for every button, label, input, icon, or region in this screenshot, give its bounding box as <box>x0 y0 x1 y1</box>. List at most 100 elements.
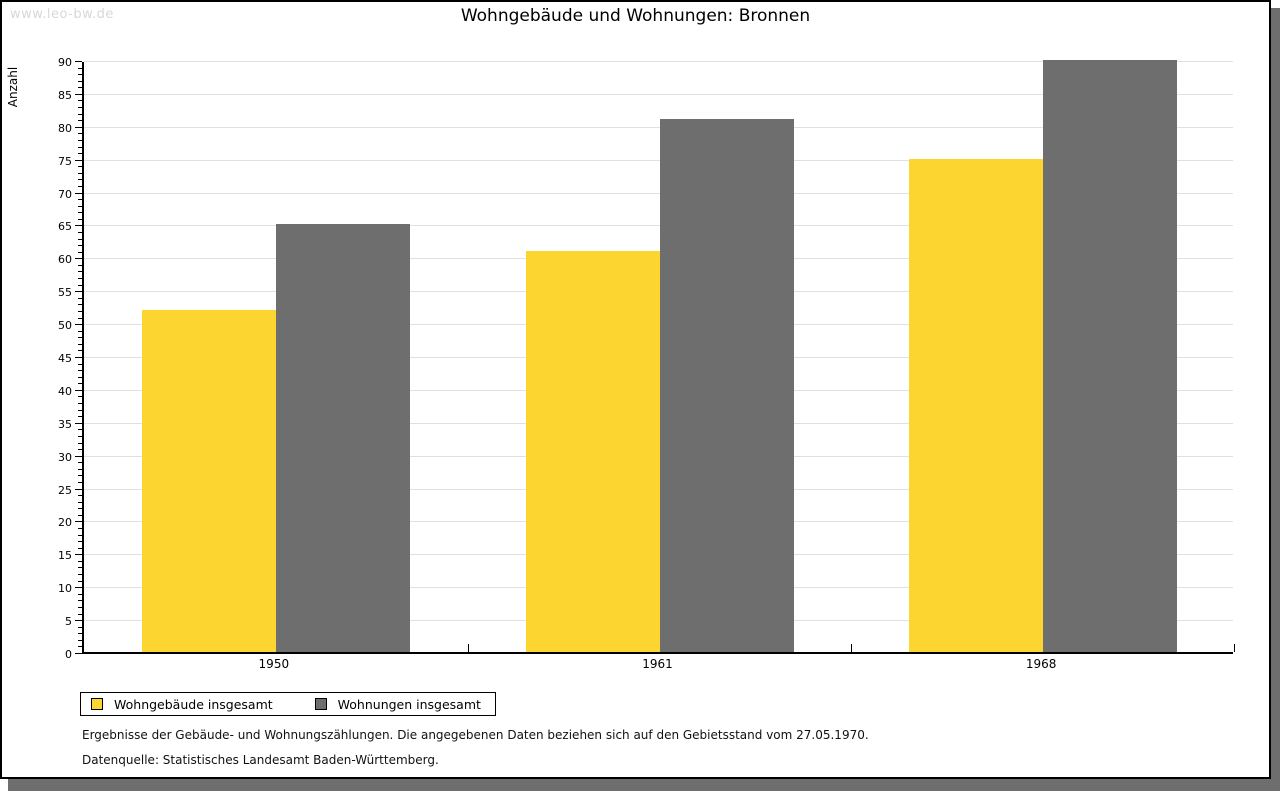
y-tick <box>78 337 82 339</box>
y-tick <box>78 481 82 483</box>
y-tick <box>78 567 82 569</box>
y-tick <box>78 560 82 562</box>
legend-swatch <box>91 698 103 710</box>
y-tick <box>78 514 82 516</box>
y-tick <box>78 468 82 470</box>
y-tick-label: 10 <box>58 582 72 596</box>
y-tick <box>75 620 82 622</box>
legend: Wohngebäude insgesamt Wohnungen insgesamt <box>80 692 496 716</box>
y-tick <box>78 580 82 582</box>
y-tick <box>78 87 82 89</box>
y-tick <box>78 613 82 615</box>
y-tick <box>78 185 82 187</box>
y-tick-label: 65 <box>58 220 72 234</box>
gridline <box>84 159 1233 161</box>
y-tick <box>78 449 82 451</box>
y-tick <box>78 218 82 220</box>
y-tick <box>78 639 82 641</box>
y-tick <box>78 251 82 253</box>
y-tick <box>75 192 82 194</box>
y-tick <box>78 534 82 536</box>
y-tick <box>78 199 82 201</box>
bar-1968-series2 <box>1043 60 1178 652</box>
y-tick <box>78 67 82 69</box>
x-tick-end <box>1234 644 1235 652</box>
y-tick <box>75 258 82 260</box>
y-tick <box>78 547 82 549</box>
y-tick-label: 0 <box>65 648 72 661</box>
y-tick <box>78 139 82 141</box>
y-tick-label: 75 <box>58 154 72 168</box>
y-tick <box>75 554 82 556</box>
y-tick-label: 40 <box>58 384 72 398</box>
y-tick-label: 70 <box>58 187 72 201</box>
y-tick <box>78 383 82 385</box>
y-tick <box>78 107 82 109</box>
y-tick <box>78 205 82 207</box>
x-tick-label: 1968 <box>1025 657 1057 671</box>
y-tick <box>78 245 82 247</box>
y-tick-label: 80 <box>58 121 72 135</box>
y-axis-label: Anzahl <box>6 66 20 108</box>
y-tick <box>78 528 82 530</box>
y-tick <box>78 416 82 418</box>
y-tick-label: 20 <box>58 516 72 530</box>
gridline <box>84 93 1233 95</box>
y-tick <box>78 541 82 543</box>
legend-label: Wohnungen insgesamt <box>337 696 481 712</box>
watermark: www.leo-bw.de <box>10 7 114 22</box>
y-tick-label: 85 <box>58 88 72 102</box>
gridline <box>84 61 1233 62</box>
gridline <box>84 192 1233 194</box>
gridline <box>84 126 1233 128</box>
x-tick-label: 1950 <box>258 657 290 671</box>
y-tick <box>75 61 82 62</box>
y-tick <box>78 113 82 115</box>
y-tick <box>78 435 82 437</box>
y-tick <box>78 271 82 273</box>
y-tick <box>78 172 82 174</box>
y-tick <box>78 120 82 122</box>
y-tick <box>78 317 82 319</box>
y-tick-label: 60 <box>58 253 72 267</box>
x-tick-label: 1961 <box>642 657 673 671</box>
y-tick <box>78 153 82 155</box>
y-tick <box>78 396 82 398</box>
y-tick <box>75 159 82 161</box>
bar-1961-series1 <box>525 250 660 652</box>
y-tick <box>78 133 82 135</box>
y-tick-label: 35 <box>58 417 72 431</box>
y-tick-label: 90 <box>58 56 72 69</box>
y-tick <box>78 508 82 510</box>
y-tick <box>75 93 82 95</box>
x-tick <box>467 644 469 652</box>
source-line: Datenquelle: Statistisches Landesamt Bad… <box>82 753 439 767</box>
bar-1950-series1 <box>141 309 276 652</box>
y-tick <box>75 357 82 358</box>
y-tick-label: 15 <box>58 549 72 563</box>
chart-window: www.leo-bw.de Wohngebäude und Wohnungen:… <box>0 0 1271 779</box>
y-tick <box>78 376 82 378</box>
y-tick <box>78 429 82 431</box>
y-tick-label: 5 <box>65 615 72 629</box>
legend-label: Wohngebäude insgesamt <box>114 696 273 712</box>
y-tick-label: 50 <box>58 319 72 333</box>
y-tick-label: 55 <box>58 286 72 300</box>
footnote-line-1: Ergebnisse der Gebäude- und Wohnungszähl… <box>82 728 869 742</box>
y-tick <box>75 653 82 654</box>
y-tick <box>78 442 82 444</box>
plot-area: 0 5 10 15 20 25 30 35 40 45 50 55 60 65 70 75 80 85 90 <box>58 56 1235 661</box>
y-tick <box>75 389 82 391</box>
y-tick <box>78 409 82 411</box>
y-tick <box>78 238 82 240</box>
y-tick-label: 45 <box>58 352 72 365</box>
y-tick <box>78 646 82 648</box>
y-tick <box>78 278 82 280</box>
y-tick <box>78 304 82 306</box>
y-tick <box>78 501 82 503</box>
y-tick <box>78 212 82 214</box>
legend-entry: Wohnungen insgesamt <box>314 696 481 712</box>
y-tick <box>75 521 82 523</box>
bar-1961-series2 <box>659 119 794 652</box>
